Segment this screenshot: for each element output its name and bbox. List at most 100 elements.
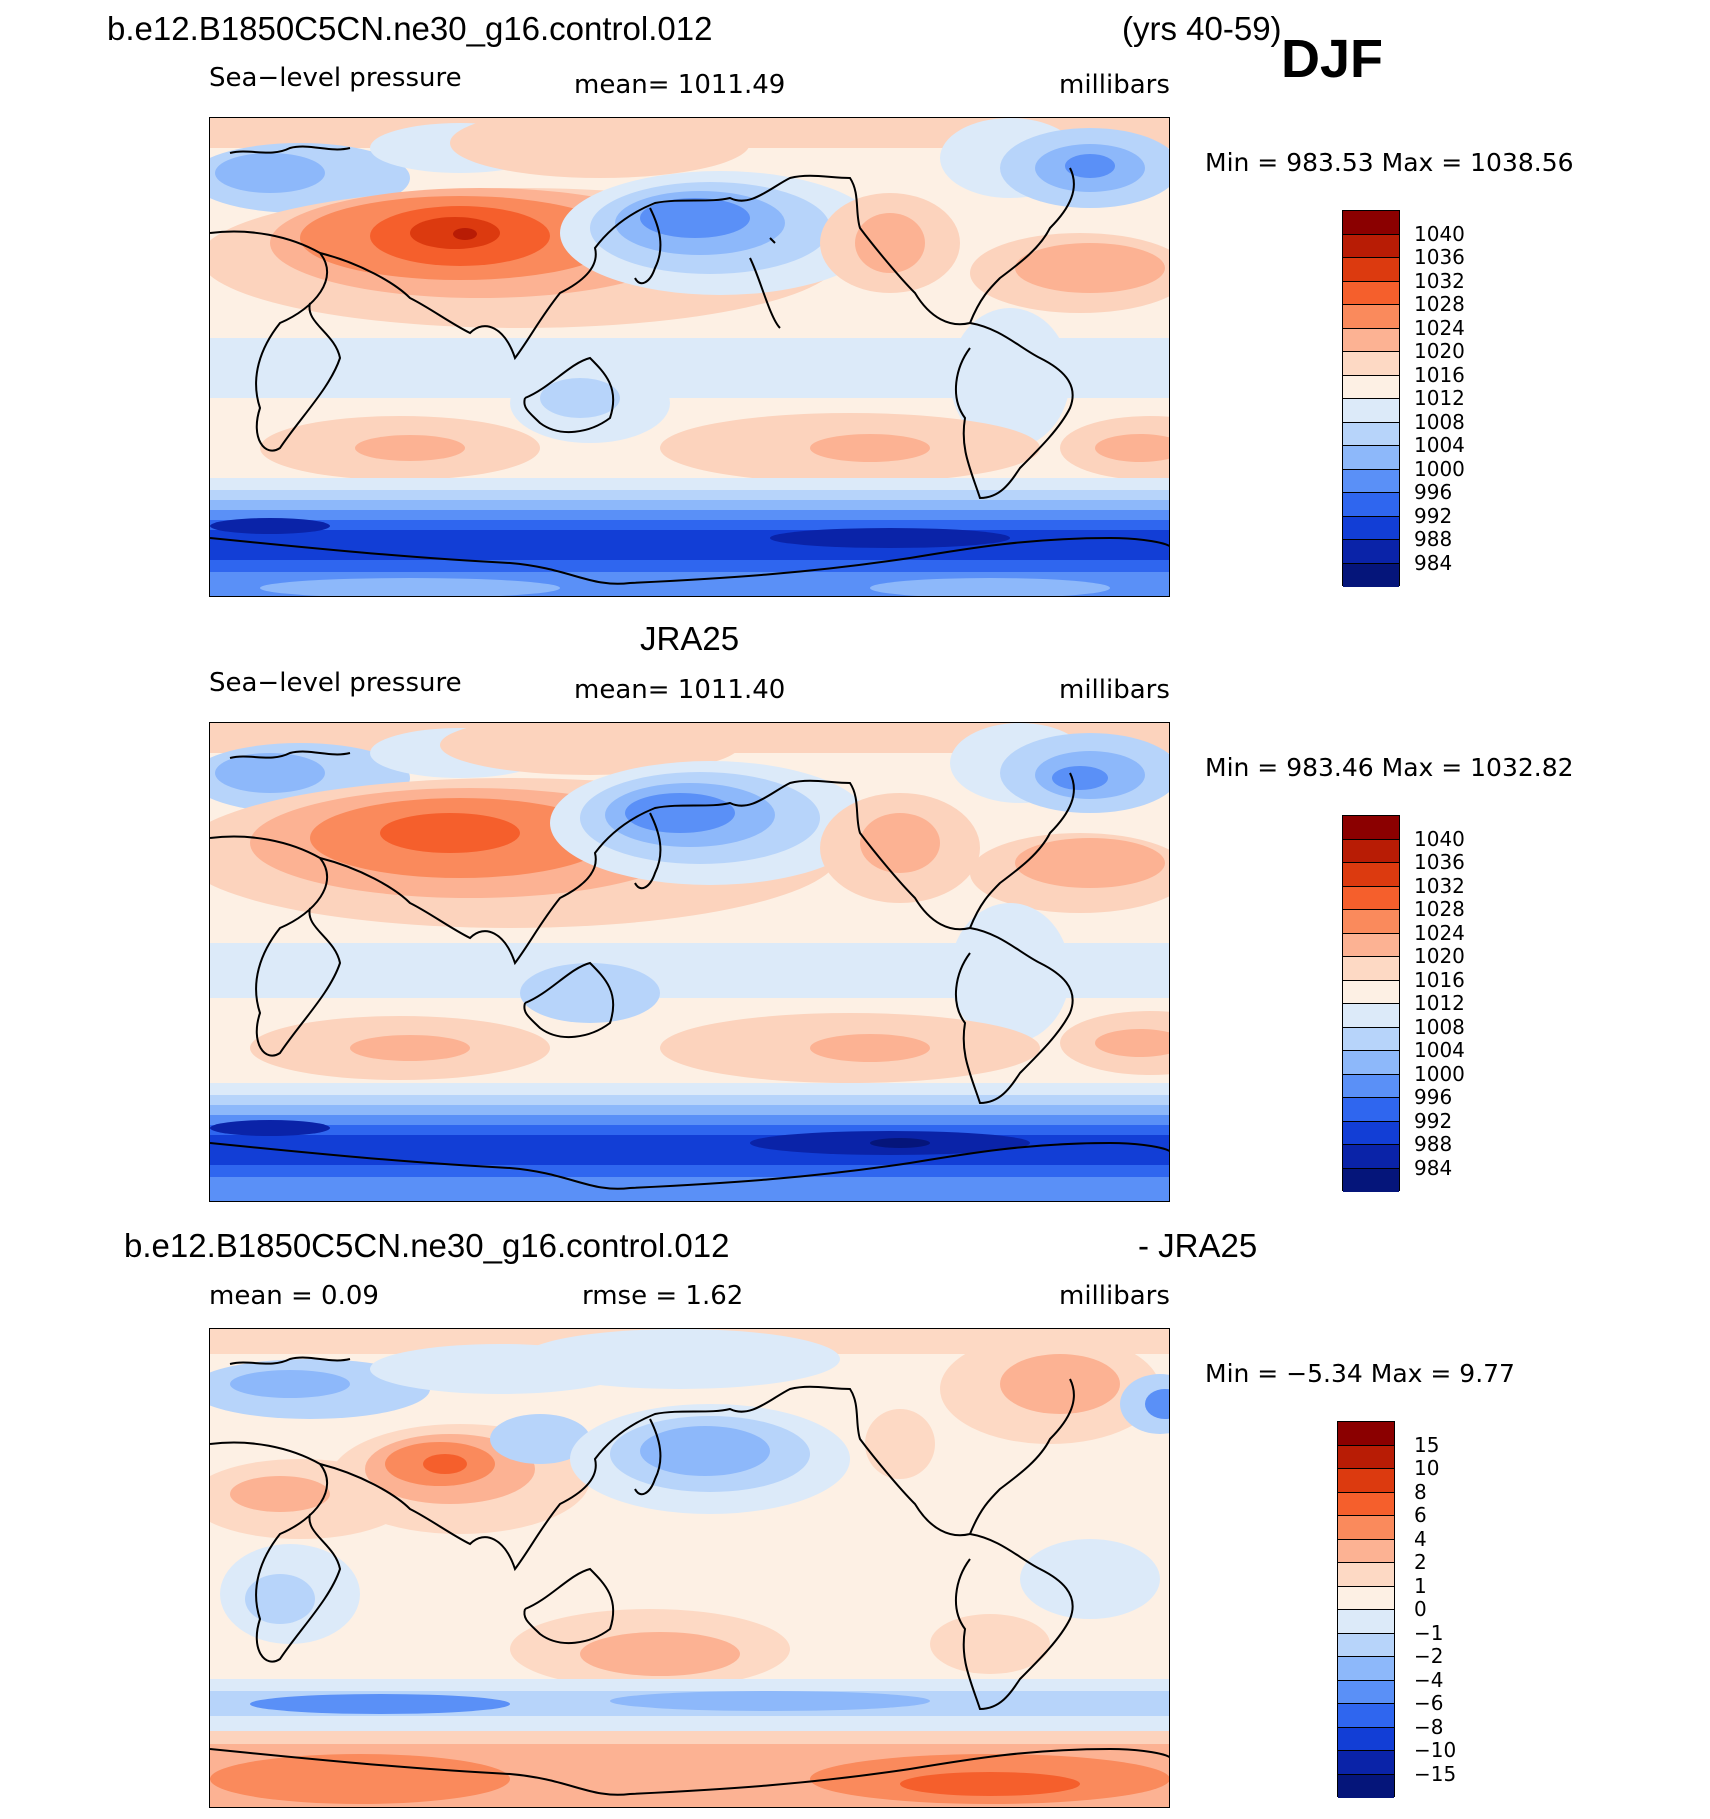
- panel3-mean: mean = 0.09: [209, 1281, 379, 1311]
- panel3-units: millibars: [1059, 1281, 1170, 1311]
- colorbar-label: −15: [1414, 1761, 1457, 1786]
- colorbar-label: 1024: [1414, 315, 1465, 340]
- case-name-title: b.e12.B1850C5CN.ne30_g16.control.012: [107, 10, 713, 47]
- colorbar-swatch: [1343, 352, 1399, 376]
- colorbar-label: 10: [1414, 1456, 1440, 1480]
- colorbar-label: 996: [1414, 480, 1453, 504]
- colorbar-swatch: [1338, 1469, 1394, 1493]
- panel2-map: [209, 722, 1170, 1202]
- panel2-variable: Sea−level pressure: [209, 668, 462, 698]
- colorbar-label: 1016: [1414, 362, 1465, 387]
- colorbar-swatch: [1343, 1145, 1399, 1169]
- colorbar-swatch: [1338, 1657, 1394, 1681]
- colorbar-label: −10: [1414, 1738, 1457, 1762]
- colorbar-label: 992: [1414, 503, 1453, 528]
- colorbar-label: 988: [1414, 527, 1453, 551]
- colorbar-swatch: [1338, 1516, 1394, 1540]
- panel1-map: [209, 117, 1170, 597]
- colorbar-swatch: [1338, 1610, 1394, 1634]
- colorbar-swatch: [1343, 839, 1399, 863]
- colorbar-label: −4: [1414, 1667, 1444, 1692]
- colorbar-label: 1008: [1414, 1014, 1465, 1039]
- colorbar-label: 1032: [1414, 268, 1465, 293]
- colorbar-label: 1016: [1414, 967, 1465, 992]
- colorbar-swatch: [1338, 1751, 1394, 1775]
- colorbar-label: −8: [1414, 1714, 1444, 1739]
- panel2-units: millibars: [1059, 675, 1170, 705]
- colorbar-label: 1028: [1414, 292, 1465, 316]
- colorbar-label: −1: [1414, 1620, 1444, 1645]
- colorbar-label: 1036: [1414, 245, 1465, 269]
- colorbar-swatch: [1338, 1445, 1394, 1469]
- colorbar-swatches: [1337, 1421, 1395, 1798]
- colorbar-swatch: [1343, 493, 1399, 517]
- colorbar-swatch: [1343, 886, 1399, 910]
- colorbar-label: 992: [1414, 1108, 1453, 1133]
- panel3-minmax: Min = −5.34 Max = 9.77: [1205, 1359, 1515, 1388]
- colorbar-swatch: [1338, 1492, 1394, 1516]
- colorbar-swatch: [1343, 816, 1399, 840]
- colorbar-swatch: [1338, 1539, 1394, 1563]
- colorbar-swatch: [1343, 328, 1399, 352]
- colorbar-label: 1020: [1414, 339, 1465, 363]
- colorbar-swatch: [1343, 422, 1399, 446]
- years-label: (yrs 40-59): [1122, 10, 1282, 47]
- panel2-mean: mean= 1011.40: [574, 675, 786, 705]
- colorbar-label: 1024: [1414, 920, 1465, 945]
- colorbar-swatch: [1343, 234, 1399, 258]
- colorbar-swatch: [1338, 1563, 1394, 1587]
- panel3-rmse: rmse = 1.62: [582, 1281, 744, 1311]
- colorbar-swatches: [1342, 210, 1400, 587]
- panel2-title: JRA25: [640, 620, 740, 657]
- colorbar-label: 2: [1414, 1550, 1427, 1574]
- colorbar-swatch: [1343, 211, 1399, 235]
- colorbar-swatch: [1338, 1422, 1394, 1446]
- colorbar-label: 984: [1414, 550, 1453, 575]
- panel1-units: millibars: [1059, 70, 1170, 100]
- colorbar-label: 1028: [1414, 897, 1465, 921]
- colorbar-swatch: [1343, 1004, 1399, 1028]
- colorbar-label: 1012: [1414, 991, 1465, 1015]
- colorbar-swatch: [1343, 540, 1399, 564]
- colorbar-label: 984: [1414, 1155, 1453, 1180]
- colorbar-swatch: [1343, 1168, 1399, 1192]
- panel3-map: [209, 1328, 1170, 1808]
- colorbar-label: 1000: [1414, 456, 1465, 481]
- colorbar-swatch: [1338, 1680, 1394, 1704]
- colorbar-label: 1004: [1414, 433, 1465, 457]
- colorbar-label: 6: [1414, 1503, 1427, 1527]
- colorbar-label: 8: [1414, 1479, 1427, 1504]
- colorbar-swatch: [1338, 1774, 1394, 1798]
- colorbar-label: 988: [1414, 1132, 1453, 1156]
- colorbar-swatch: [1338, 1727, 1394, 1751]
- colorbar-label: 1036: [1414, 850, 1465, 874]
- colorbar-swatch: [1343, 375, 1399, 399]
- colorbar-swatch: [1343, 258, 1399, 282]
- colorbar-label: 1020: [1414, 944, 1465, 968]
- colorbar-swatch: [1343, 516, 1399, 540]
- colorbar-swatch: [1343, 933, 1399, 957]
- colorbar-swatch: [1338, 1633, 1394, 1657]
- colorbar-swatch: [1343, 563, 1399, 587]
- colorbar-label: 996: [1414, 1085, 1453, 1109]
- colorbar-swatch: [1343, 399, 1399, 423]
- colorbar-swatch: [1343, 469, 1399, 493]
- panel1-variable: Sea−level pressure: [209, 63, 462, 93]
- colorbar-label: 15: [1414, 1432, 1440, 1457]
- panel1-minmax: Min = 983.53 Max = 1038.56: [1205, 148, 1574, 177]
- panel3-title-left: b.e12.B1850C5CN.ne30_g16.control.012: [124, 1227, 730, 1264]
- colorbar-label: 1: [1414, 1573, 1427, 1598]
- colorbar-swatch: [1343, 1027, 1399, 1051]
- season-label: DJF: [1281, 29, 1384, 89]
- colorbar-label: 1032: [1414, 873, 1465, 898]
- colorbar-label: 1040: [1414, 826, 1465, 851]
- colorbar-swatch: [1343, 1098, 1399, 1122]
- colorbar-swatch: [1343, 957, 1399, 981]
- colorbar-swatch: [1338, 1704, 1394, 1728]
- colorbar-label: 1000: [1414, 1061, 1465, 1086]
- panel2-minmax: Min = 983.46 Max = 1032.82: [1205, 753, 1574, 782]
- colorbar-swatch: [1343, 910, 1399, 934]
- colorbar-label: 4: [1414, 1526, 1427, 1551]
- colorbar-swatch: [1343, 863, 1399, 887]
- colorbar-label: 0: [1414, 1597, 1427, 1621]
